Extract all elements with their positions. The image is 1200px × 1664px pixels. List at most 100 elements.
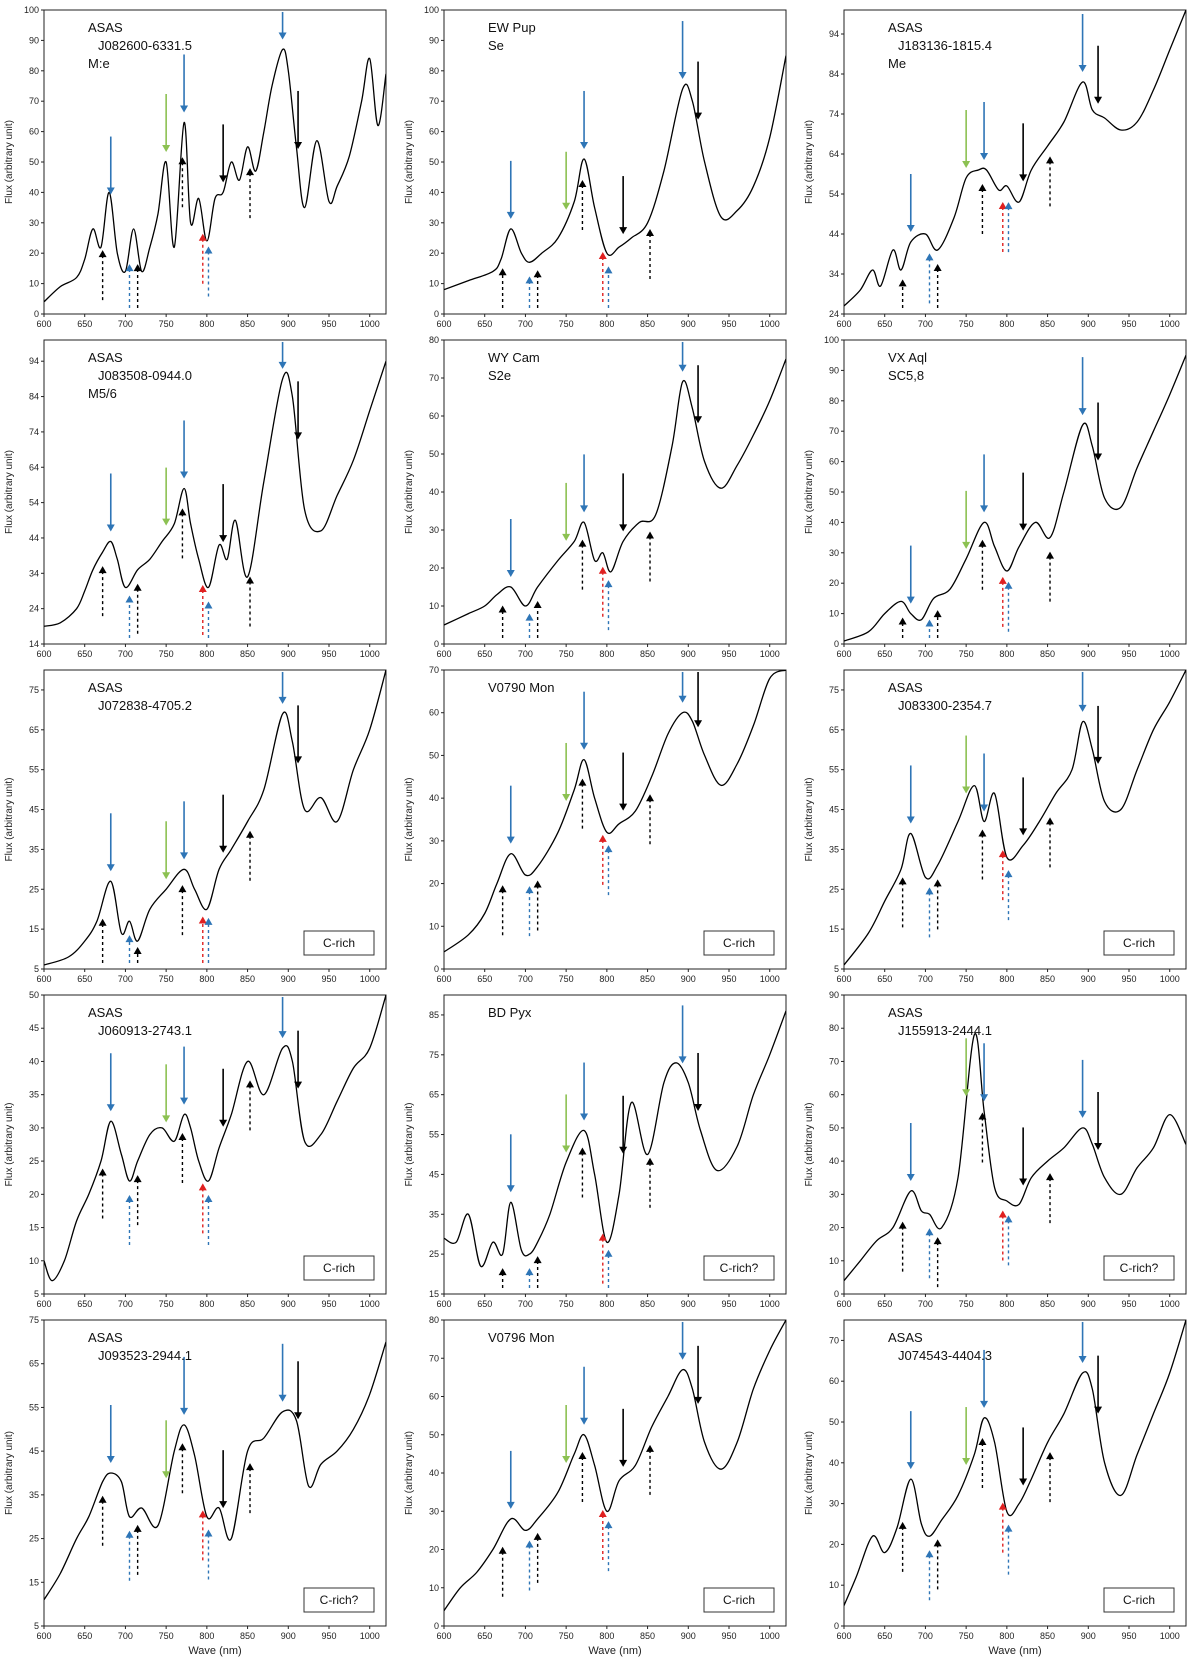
x-tick-label: 900	[281, 649, 296, 659]
band-dashed-arrow-head	[133, 583, 142, 591]
band-arrow-head	[278, 1394, 287, 1402]
y-tick-label: 20	[429, 1545, 439, 1555]
star-name-line: VX Aql	[888, 350, 927, 365]
band-arrow-head	[219, 1119, 228, 1127]
spectrum-panel-3: 24 34 44 54 64 74 84 94 600 650 700 750 800 850 900 950…	[804, 9, 1187, 329]
band-arrow-head	[562, 1456, 571, 1463]
band-arrow-head	[219, 175, 228, 183]
band-dashed-arrow-head	[525, 1268, 534, 1276]
x-tick-label: 700	[118, 319, 133, 329]
x-tick-label: 1000	[760, 1631, 780, 1641]
x-tick-label: 650	[477, 649, 492, 659]
y-tick-label: 25	[29, 884, 39, 894]
x-tick-label: 750	[959, 649, 974, 659]
y-tick-label: 15	[29, 924, 39, 934]
y-tick-label: 0	[34, 309, 39, 319]
spectrum-panel-15: 0 10 20 30 40 50 60 70 600 650 700 750 800 850 900 950 1…	[804, 1319, 1187, 1657]
x-tick-label: 900	[681, 649, 696, 659]
y-tick-label: 20	[829, 1539, 839, 1549]
star-name-line: ASAS	[888, 1330, 923, 1345]
y-tick-label: 15	[829, 924, 839, 934]
y-tick-label: 75	[829, 685, 839, 695]
band-arrow-head	[506, 570, 515, 577]
spectrum-line	[844, 670, 1186, 966]
spectrum-line	[444, 358, 786, 626]
x-tick-label: 600	[436, 974, 451, 984]
x-tick-label: 700	[918, 649, 933, 659]
band-dashed-arrow-head	[1004, 870, 1013, 878]
plot-frame	[43, 339, 387, 645]
band-dashed-arrow-head	[925, 887, 934, 895]
band-dashed-arrow-head	[98, 566, 107, 574]
x-tick-label: 650	[877, 649, 892, 659]
band-arrow-head	[562, 1145, 571, 1153]
band-arrow-head	[278, 696, 287, 704]
x-tick-label: 750	[959, 974, 974, 984]
band-dashed-arrow-head	[98, 1495, 107, 1503]
x-tick-label: 850	[1040, 1299, 1055, 1309]
x-tick-label: 650	[877, 319, 892, 329]
x-tick-label: 950	[721, 1631, 736, 1641]
x-tick-label: 1000	[760, 319, 780, 329]
y-tick-label: 55	[829, 765, 839, 775]
classification-badge	[703, 1587, 775, 1613]
band-dashed-arrow-head	[646, 794, 655, 802]
x-tick-label: 850	[240, 319, 255, 329]
band-dashed-arrow-head	[933, 264, 942, 271]
y-tick-label: 60	[429, 127, 439, 137]
plot-frame	[843, 339, 1187, 645]
band-dashed-arrow-head	[1046, 156, 1055, 164]
band-dashed-arrow-head	[898, 617, 907, 625]
band-dashed-arrow-head	[204, 1195, 213, 1203]
band-dashed-arrow-head	[204, 246, 213, 254]
star-name-line: S2e	[488, 368, 511, 383]
x-tick-label: 650	[77, 1631, 92, 1641]
band-dashed-arrow-head	[578, 778, 587, 786]
band-dashed-arrow-head	[204, 1529, 213, 1537]
x-tick-label: 750	[159, 974, 174, 984]
y-tick-label: 54	[829, 189, 839, 199]
band-dashed-arrow-head	[1004, 581, 1013, 589]
band-arrow-head	[294, 1412, 303, 1420]
y-tick-label: 10	[429, 921, 439, 931]
band-arrow-head	[562, 202, 571, 210]
spectrum-line	[44, 360, 386, 627]
y-tick-label: 30	[29, 218, 39, 228]
band-dashed-arrow-head	[246, 830, 255, 838]
band-arrow-head	[906, 1462, 915, 1470]
band-dashed-arrow-head	[998, 1210, 1007, 1218]
band-arrow-head	[106, 864, 115, 872]
y-tick-label: 65	[829, 725, 839, 735]
plot-frame	[443, 669, 787, 970]
band-arrow-head	[1094, 96, 1103, 104]
band-dashed-arrow-head	[925, 1228, 934, 1236]
x-axis-label: Wave (nm)	[988, 1645, 1041, 1657]
band-dashed-arrow-head	[1046, 1173, 1055, 1181]
band-dashed-arrow-head	[498, 1546, 507, 1554]
band-dashed-arrow-head	[178, 1133, 187, 1141]
y-tick-label: 50	[29, 157, 39, 167]
y-tick-label: 15	[29, 1577, 39, 1587]
band-arrow-head	[106, 524, 115, 532]
y-tick-label: 60	[429, 411, 439, 421]
band-dashed-arrow-head	[246, 168, 255, 176]
x-tick-label: 900	[281, 1299, 296, 1309]
band-arrow-head	[294, 432, 303, 440]
band-arrow-head	[278, 1031, 287, 1039]
band-dashed-arrow-head	[1004, 1524, 1013, 1532]
band-arrow-head	[219, 535, 228, 543]
y-tick-label: 84	[829, 69, 839, 79]
x-tick-label: 600	[836, 649, 851, 659]
x-tick-label: 650	[77, 974, 92, 984]
spectrum-line	[444, 1010, 786, 1268]
band-dashed-arrow-head	[198, 584, 207, 592]
y-tick-label: 15	[29, 1223, 39, 1233]
band-dashed-arrow-head	[498, 268, 507, 276]
star-name-line: M5/6	[88, 386, 117, 401]
y-tick-label: 30	[429, 218, 439, 228]
spectrum-line	[444, 670, 786, 953]
band-dashed-arrow-head	[525, 276, 534, 284]
spectrum-panel-14: 0 10 20 30 40 50 60 70 80 600 650 700 750 800 850 900 95…	[404, 1315, 787, 1657]
y-tick-label: 44	[829, 229, 839, 239]
y-tick-label: 64	[829, 149, 839, 159]
